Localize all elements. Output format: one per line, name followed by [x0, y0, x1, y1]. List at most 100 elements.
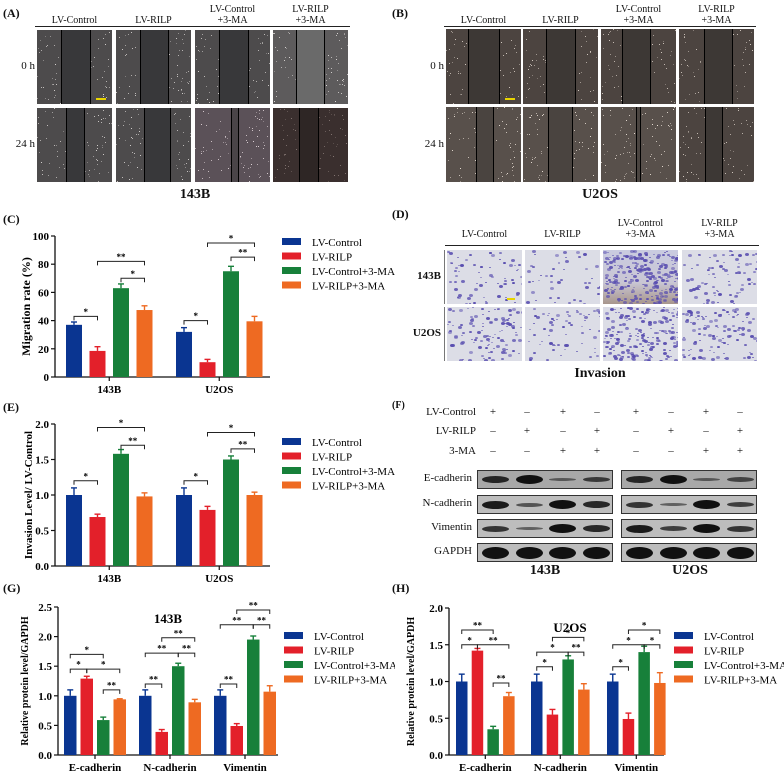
- y-tick-label: 20: [38, 344, 50, 356]
- chart-legend: LV-Control LV-RILP LV-Control+3-MA LV-RILP+…: [282, 437, 395, 493]
- micrograph-24h-3: [195, 108, 270, 182]
- condition-sign: –: [594, 406, 600, 418]
- bar: [578, 689, 590, 755]
- y-tick-label: 1.0: [429, 677, 443, 689]
- legend-swatch: [282, 267, 301, 274]
- svg-text:**: **: [257, 615, 267, 625]
- svg-text:*: *: [229, 234, 234, 244]
- column-header: LV-Control +3-MA: [189, 4, 276, 26]
- micrograph-0h-1: [37, 30, 112, 104]
- column-header-rule: [444, 26, 523, 27]
- significance-bracket: **: [236, 600, 271, 614]
- significance-bracket: *: [183, 311, 208, 325]
- legend-label: LV-Control: [704, 631, 754, 643]
- legend-label: LV-Control+3-MA: [704, 660, 784, 672]
- legend-swatch: [282, 252, 301, 260]
- bar: [199, 509, 216, 566]
- legend-label: LV-RILP: [704, 646, 744, 658]
- significance-bracket: *: [551, 628, 585, 642]
- column-header-line1: LV-Control: [209, 4, 256, 15]
- panel-a-title: 143B: [179, 187, 211, 202]
- column-header-rule: [521, 26, 600, 27]
- column-header-line2: +3-MA: [625, 229, 656, 240]
- invasion-image-143B-3: [603, 250, 678, 304]
- bar: [531, 681, 543, 755]
- chart-legend: LV-Control LV-RILP LV-Control+3-MA LV-RILP+…: [674, 631, 784, 687]
- significance-bracket: **: [144, 644, 179, 658]
- significance-bracket: *: [183, 471, 208, 485]
- column-header-line1: LV-RILP: [544, 229, 581, 240]
- condition-sign: +: [559, 406, 567, 418]
- bar: [172, 666, 185, 755]
- bar: [456, 681, 468, 755]
- bar: [176, 331, 192, 377]
- bar: [546, 714, 559, 755]
- micrograph-0h-4: [679, 29, 754, 104]
- blot-cell-line-title: 143B: [529, 563, 561, 578]
- x-tick-label: E-cadherin: [69, 762, 122, 774]
- bar: [263, 691, 276, 755]
- column-header-line1: LV-RILP: [701, 218, 738, 229]
- x-tick-label: U2OS: [205, 573, 233, 582]
- row-bracket: [444, 307, 445, 361]
- svg-text:*: *: [650, 635, 655, 645]
- bar: [136, 310, 153, 377]
- x-tick-label: N-cadherin: [143, 762, 196, 774]
- micrograph-0h-4: [273, 30, 348, 104]
- bar: [223, 271, 239, 377]
- invasion-image-U2OS-4: [682, 307, 757, 361]
- y-tick-label: 0.5: [38, 720, 52, 732]
- condition-sign: +: [523, 425, 531, 437]
- column-header-line1: LV-Control: [460, 15, 507, 26]
- significance-bracket: **: [230, 439, 255, 453]
- bar: [223, 459, 239, 566]
- significance-bracket: **: [161, 628, 196, 642]
- svg-text:*: *: [550, 643, 555, 653]
- legend-swatch: [674, 675, 693, 683]
- column-header-rule: [35, 26, 114, 27]
- blot-vimentin-u2os: [621, 519, 757, 538]
- blot-n-cadherin-u2os: [621, 495, 757, 514]
- bar: [176, 495, 192, 566]
- column-header-line1: LV-Control: [617, 218, 664, 229]
- legend-swatch: [282, 281, 301, 289]
- legend-swatch: [282, 467, 301, 474]
- svg-text:**: **: [572, 643, 582, 653]
- svg-text:**: **: [149, 674, 159, 684]
- svg-text:**: **: [174, 628, 184, 638]
- significance-bracket: *: [69, 645, 104, 659]
- bar: [214, 695, 227, 755]
- micrograph-0h-2: [523, 29, 598, 104]
- significance-bracket: **: [492, 673, 510, 687]
- bar: [66, 324, 82, 377]
- micrograph-0h-3: [195, 30, 270, 104]
- x-tick-label: U2OS: [205, 384, 233, 395]
- legend-label: LV-Control: [312, 437, 362, 449]
- significance-bracket: *: [86, 660, 121, 674]
- column-header-rule: [271, 26, 350, 27]
- micrograph-24h-3: [601, 107, 676, 182]
- bar: [471, 650, 484, 755]
- micrograph-24h-2: [116, 108, 191, 182]
- micrograph-24h-1: [446, 107, 521, 182]
- bar: [622, 718, 635, 755]
- column-header-line2: +3-MA: [623, 15, 654, 26]
- blot-gapdh-u2os: [621, 543, 757, 562]
- invasion-image-U2OS-3: [603, 307, 678, 361]
- significance-bracket: **: [144, 674, 163, 688]
- significance-bracket: **: [97, 252, 145, 266]
- legend-swatch: [284, 632, 303, 639]
- y-tick-label: 0.5: [429, 713, 443, 725]
- x-tick-label: Vimentin: [615, 762, 659, 774]
- legend-label: LV-RILP+3-MA: [704, 675, 777, 687]
- y-tick-label: 60: [38, 287, 50, 299]
- bar: [66, 495, 82, 566]
- legend-label: LV-Control+3-MA: [312, 266, 395, 278]
- column-header-line1: LV-RILP: [292, 4, 329, 15]
- condition-sign: –: [560, 425, 566, 437]
- bar: [487, 729, 499, 755]
- significance-bracket: **: [252, 615, 271, 629]
- column-header: LV-RILP: [517, 15, 604, 26]
- scale-bar: [505, 98, 515, 100]
- condition-sign: –: [668, 445, 674, 457]
